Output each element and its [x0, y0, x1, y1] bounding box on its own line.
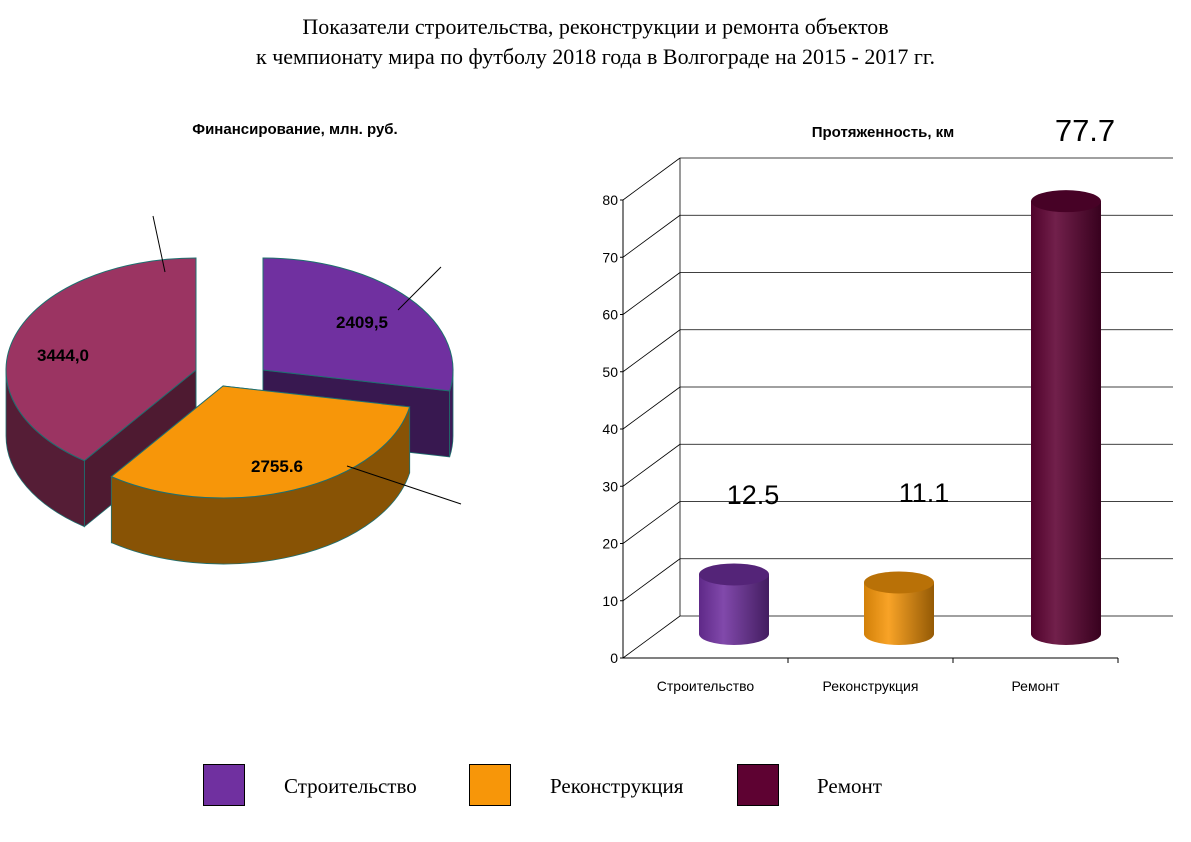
bar-gridline-side-60	[622, 272, 681, 315]
bar-y-tick-label: 50	[602, 364, 618, 380]
bar-repair	[1031, 190, 1101, 646]
bar-y-tick-label: 20	[602, 536, 618, 552]
bar-x-category-reconstruction: Реконструкция	[823, 678, 919, 694]
bar-chart: Протяженность, км 0 10 20 30 40 50 60 70 80 Стро…	[602, 113, 1173, 694]
pie-leader-line-construction	[397, 266, 442, 311]
legend-swatch-construction	[203, 764, 245, 806]
title-line-1: Показатели строительства, реконструкции …	[302, 14, 889, 39]
bar-data-label-construction: 12.5	[727, 480, 780, 510]
bar-x-category-repair: Ремонт	[1011, 678, 1060, 694]
bar-y-tick-label: 70	[602, 249, 618, 265]
bar-reconstruction	[864, 571, 934, 645]
pie-chart-title: Финансирование, млн. руб.	[192, 121, 397, 138]
legend-label-construction: Строительство	[284, 774, 417, 798]
bar-gridline-side-70	[622, 214, 681, 258]
legend: Строительство Реконструкция Ремонт	[0, 764, 1191, 808]
pie-data-label-repair: 3444,0	[37, 346, 89, 365]
legend-swatch-repair	[737, 764, 779, 806]
bar-gridline-side-0	[622, 615, 681, 659]
bar-y-tick-label: 60	[602, 307, 618, 323]
pie-chart: Финансирование, млн. руб. 2409,5 2755.6 34…	[5, 121, 462, 565]
bar-gridline-side-30	[622, 443, 681, 487]
legend-swatch-reconstruction	[469, 764, 511, 806]
bar-y-tick-label: 80	[602, 192, 618, 208]
page-title: Показатели строительства, реконструкции …	[0, 12, 1191, 72]
bar-gridline-side-10	[622, 558, 681, 602]
bar-chart-title: Протяженность, км	[812, 124, 955, 141]
bar-data-label-reconstruction: 11.1	[899, 478, 950, 508]
bar-y-tick-label: 10	[602, 593, 618, 609]
pie-data-label-construction: 2409,5	[336, 313, 388, 332]
bar-data-label-repair: 77.7	[1055, 113, 1115, 148]
title-line-2: к чемпионату мира по футболу 2018 года в…	[256, 44, 935, 69]
bar-y-tick-label: 40	[602, 421, 618, 437]
pie-leader-line-repair	[152, 215, 166, 273]
bar-y-tick-label: 30	[602, 478, 618, 494]
legend-label-reconstruction: Реконструкция	[550, 774, 684, 798]
pie-leader-line-reconstruction	[346, 465, 462, 505]
pie-data-label-reconstruction: 2755.6	[251, 457, 303, 476]
bar-gridline-side-40	[622, 386, 681, 430]
bar-y-tick-label: 0	[610, 650, 618, 666]
bar-gridline-side-50	[622, 329, 681, 373]
bar-construction	[699, 563, 769, 645]
pie-slice-reconstruction	[110, 385, 411, 565]
legend-label-repair: Ремонт	[817, 774, 882, 798]
bar-gridline-side-20	[622, 501, 681, 544]
bar-x-category-construction: Строительство	[657, 678, 755, 694]
charts-canvas: Финансирование, млн. руб. 2409,5 2755.6 34…	[5, 113, 1173, 694]
bar-gridline-side-80	[622, 157, 681, 201]
